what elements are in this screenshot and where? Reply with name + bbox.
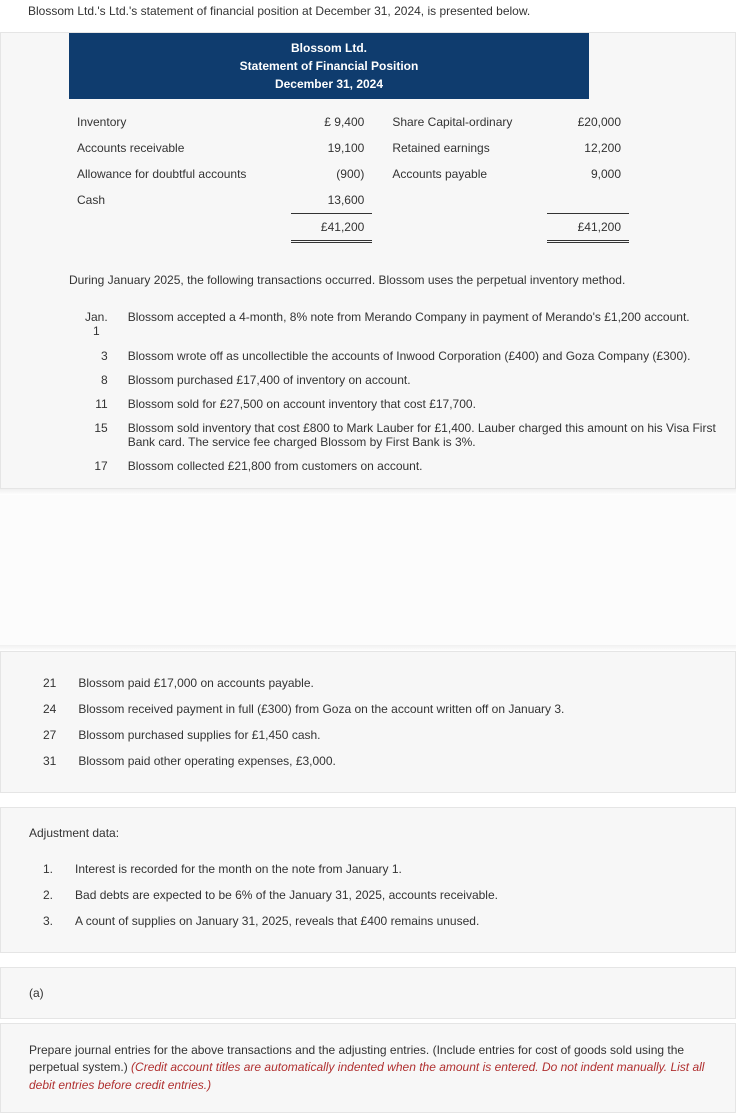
trans-text: Blossom accepted a 4-month, 8% note from… [122, 305, 725, 344]
fp-left-amt: (900) [291, 161, 373, 187]
trans-text: Blossom purchased £17,400 of inventory o… [122, 368, 725, 392]
transactions-table-1: Jan.1 Blossom accepted a 4-month, 8% not… [79, 305, 725, 478]
fp-left-amt: 13,600 [291, 187, 373, 214]
adjustment-heading: Adjustment data: [29, 826, 725, 840]
fp-left-label: Allowance for doubtful accounts [69, 161, 291, 187]
trans-date: 15 [79, 416, 122, 454]
trans-date: 27 [37, 722, 72, 748]
adj-num: 1. [37, 856, 69, 882]
during-text: During January 2025, the following trans… [69, 273, 725, 287]
fp-right-label: Accounts payable [372, 161, 547, 187]
adj-text: A count of supplies on January 31, 2025,… [69, 908, 504, 934]
fp-company: Blossom Ltd. [79, 39, 579, 57]
trans-date: 11 [79, 392, 122, 416]
fp-right-label: Share Capital-ordinary [372, 109, 547, 135]
trans-date: Jan.1 [79, 305, 122, 344]
trans-date: 3 [79, 344, 122, 368]
part-a-label: (a) [29, 986, 725, 1000]
fp-table: Inventory £ 9,400 Share Capital-ordinary… [69, 109, 629, 243]
fp-right-amt: £20,000 [547, 109, 629, 135]
trans-date: 31 [37, 748, 72, 774]
fp-left-amt: £ 9,400 [291, 109, 373, 135]
trans-date: 24 [37, 696, 72, 722]
fp-left-label: Cash [69, 187, 291, 214]
trans-text: Blossom sold for £27,500 on account inve… [122, 392, 725, 416]
intro-text: Blossom Ltd.'s Ltd.'s statement of finan… [28, 4, 736, 18]
fp-right-total: £41,200 [547, 214, 629, 242]
fp-right-amt: 9,000 [547, 161, 629, 187]
trans-date: 21 [37, 670, 72, 696]
fp-left-amt: 19,100 [291, 135, 373, 161]
trans-text: Blossom sold inventory that cost £800 to… [122, 416, 725, 454]
trans-date: 17 [79, 454, 122, 478]
adj-text: Interest is recorded for the month on th… [69, 856, 504, 882]
trans-text: Blossom paid £17,000 on accounts payable… [72, 670, 570, 696]
fp-right-amt: 12,200 [547, 135, 629, 161]
statement-section: Blossom Ltd. Statement of Financial Posi… [0, 32, 736, 489]
trans-text: Blossom purchased supplies for £1,450 ca… [72, 722, 570, 748]
fp-left-total: £41,200 [291, 214, 373, 242]
fp-left-label: Accounts receivable [69, 135, 291, 161]
fp-title: Statement of Financial Position [79, 57, 579, 75]
trans-text: Blossom received payment in full (£300) … [72, 696, 570, 722]
part-a-section: (a) [0, 967, 736, 1019]
fp-header: Blossom Ltd. Statement of Financial Posi… [69, 33, 589, 99]
trans-date: 8 [79, 368, 122, 392]
trans-text: Blossom paid other operating expenses, £… [72, 748, 570, 774]
adj-num: 3. [37, 908, 69, 934]
transactions-table-2: 21 Blossom paid £17,000 on accounts paya… [37, 670, 570, 774]
transactions-section-2: 21 Blossom paid £17,000 on accounts paya… [0, 651, 736, 793]
fp-right-label: Retained earnings [372, 135, 547, 161]
adjustment-table: 1. Interest is recorded for the month on… [37, 856, 504, 934]
adjustment-section: Adjustment data: 1. Interest is recorded… [0, 807, 736, 953]
trans-text: Blossom collected £21,800 from customers… [122, 454, 725, 478]
adj-num: 2. [37, 882, 69, 908]
instruction-text: Prepare journal entries for the above tr… [29, 1042, 725, 1094]
fp-date: December 31, 2024 [79, 75, 579, 93]
page-gap [0, 495, 736, 645]
instruction-section: Prepare journal entries for the above tr… [0, 1023, 736, 1113]
adj-text: Bad debts are expected to be 6% of the J… [69, 882, 504, 908]
trans-text: Blossom wrote off as uncollectible the a… [122, 344, 725, 368]
fp-left-label: Inventory [69, 109, 291, 135]
